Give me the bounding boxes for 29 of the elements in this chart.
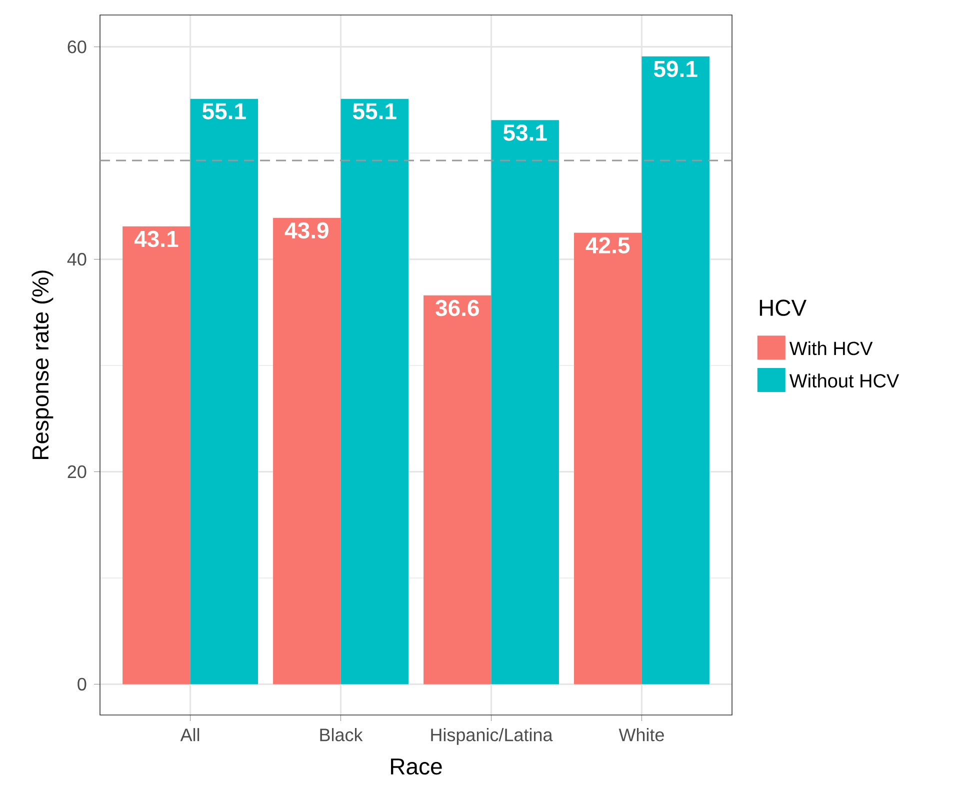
bar	[190, 98, 258, 684]
data-label: 53.1	[503, 124, 547, 141]
bar	[273, 218, 341, 684]
data-label: 55.1	[202, 103, 246, 120]
bar	[122, 226, 190, 684]
legend-label: With HCV	[789, 341, 873, 356]
y-tick-label: 60	[68, 40, 86, 54]
legend-title: HCV	[760, 300, 806, 316]
x-axis-title: Race	[391, 758, 442, 775]
bar	[340, 98, 408, 684]
data-label: 43.9	[284, 222, 328, 239]
x-tick-label: Hispanic/Latina	[431, 728, 553, 745]
data-label: 59.1	[654, 60, 698, 78]
data-label: 55.1	[352, 103, 396, 120]
bar	[574, 232, 642, 684]
data-label: 42.5	[586, 237, 630, 254]
legend-label: Without HCV	[789, 374, 900, 388]
x-tick-label: White	[618, 728, 664, 742]
y-axis-title: Response rate (%)	[32, 270, 54, 459]
y-tick-label: 40	[67, 252, 86, 266]
data-label: 43.1	[134, 230, 178, 248]
bar	[424, 295, 492, 684]
x-tick-label: All	[180, 728, 200, 742]
data-label: 36.6	[436, 300, 479, 316]
bar	[491, 120, 559, 684]
y-tick-label: 20	[68, 465, 86, 478]
bar	[642, 56, 710, 684]
x-tick-label: Black	[320, 728, 363, 742]
y-tick-label: 0	[78, 678, 86, 691]
